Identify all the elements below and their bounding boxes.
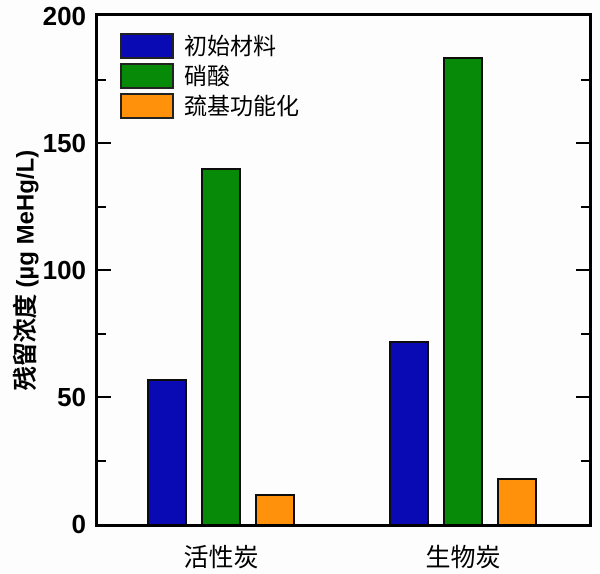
bar-硝酸-活性炭 xyxy=(201,168,241,524)
y-minor-tick-25-left xyxy=(98,459,106,462)
y-tick-label-50: 50 xyxy=(57,382,86,412)
y-minor-tick-75-right xyxy=(581,332,589,335)
y-minor-tick-175-right xyxy=(581,78,589,81)
legend-item-硝酸: 硝酸 xyxy=(120,61,299,91)
y-tick-label-200: 200 xyxy=(42,1,86,31)
y-tick-label-0: 0 xyxy=(71,509,86,539)
plot-inner xyxy=(98,16,589,524)
legend-swatch-硝酸 xyxy=(120,63,174,89)
legend-item-巯基功能化: 巯基功能化 xyxy=(120,91,299,121)
legend-swatch-巯基功能化 xyxy=(120,93,174,119)
y-tick-label-100: 100 xyxy=(42,255,86,285)
y-major-tick-100-left xyxy=(98,269,111,271)
y-minor-tick-75-left xyxy=(98,332,106,335)
y-major-tick-150-right xyxy=(576,142,589,144)
y-major-tick-50-left xyxy=(98,396,111,398)
y-major-tick-50-right xyxy=(576,396,589,398)
y-tick-label-150: 150 xyxy=(42,128,86,158)
legend-label-初始材料: 初始材料 xyxy=(184,32,276,59)
bar-初始材料-活性炭 xyxy=(147,379,187,524)
y-minor-tick-125-right xyxy=(581,205,589,208)
legend-label-巯基功能化: 巯基功能化 xyxy=(184,92,299,119)
bar-初始材料-生物炭 xyxy=(389,341,429,524)
legend-swatch-初始材料 xyxy=(120,33,174,59)
bar-巯基功能化-活性炭 xyxy=(255,493,295,524)
y-minor-tick-125-left xyxy=(98,205,106,208)
legend-label-硝酸: 硝酸 xyxy=(184,62,230,89)
bar-硝酸-生物炭 xyxy=(443,56,483,524)
x-category-label-生物炭: 生物炭 xyxy=(425,544,501,572)
y-major-tick-100-right xyxy=(576,269,589,271)
bar-巯基功能化-生物炭 xyxy=(497,478,537,524)
y-minor-tick-25-right xyxy=(581,459,589,462)
y-minor-tick-175-left xyxy=(98,78,106,81)
x-category-label-活性炭: 活性炭 xyxy=(183,544,259,572)
legend-item-初始材料: 初始材料 xyxy=(120,31,299,61)
plot-area: 初始材料硝酸巯基功能化 xyxy=(95,13,592,527)
legend: 初始材料硝酸巯基功能化 xyxy=(120,31,299,121)
y-major-tick-150-left xyxy=(98,142,111,144)
